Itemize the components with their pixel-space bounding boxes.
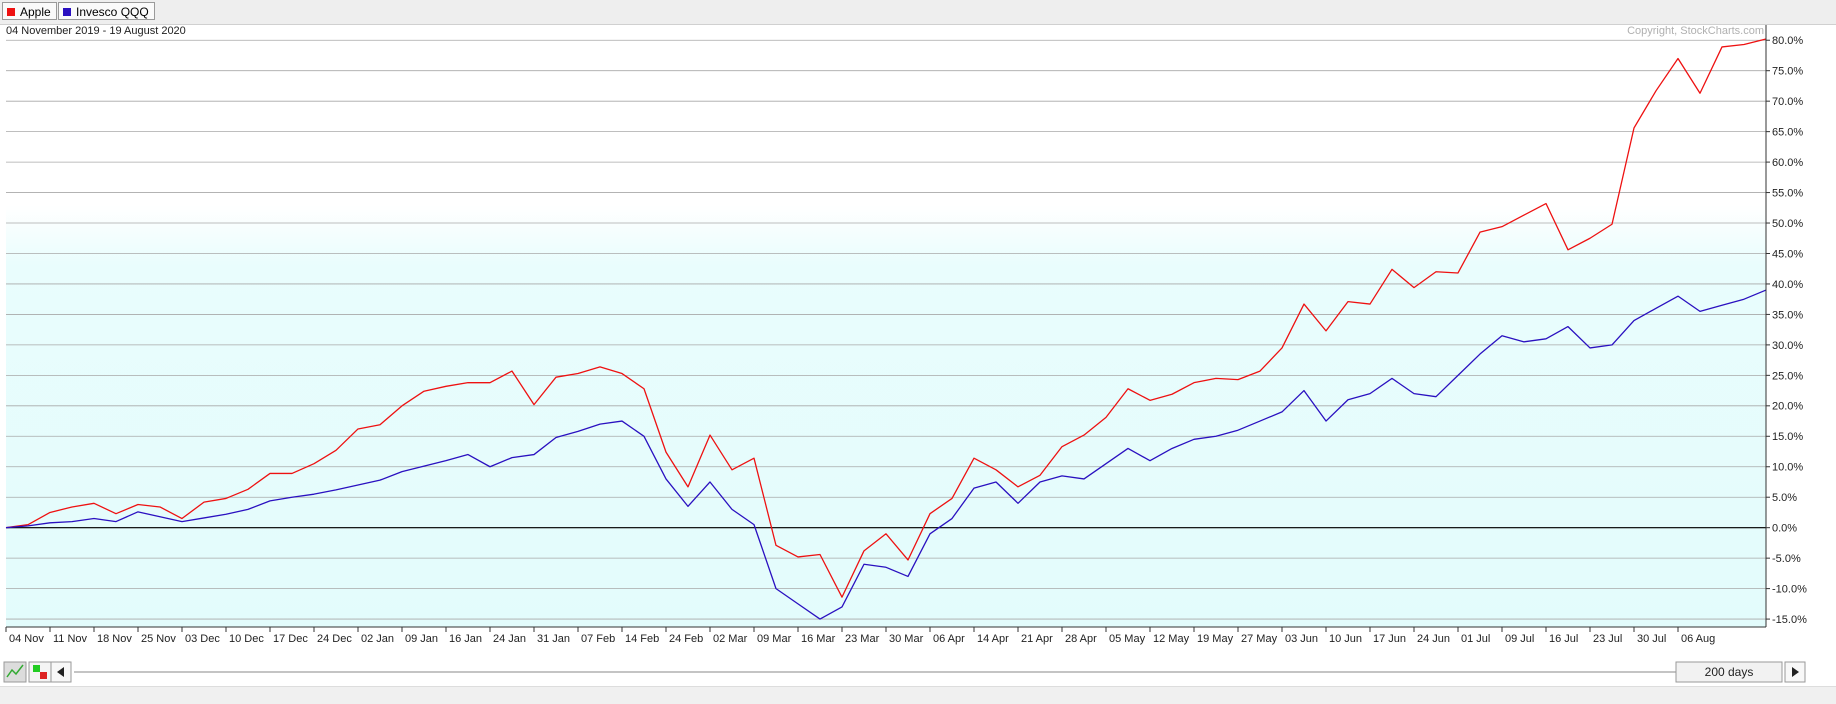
x-tick-label: 24 Dec <box>317 633 352 645</box>
legend-label: Apple <box>20 5 51 19</box>
x-tick-label: 30 Jul <box>1637 633 1666 645</box>
slider-thumb[interactable] <box>1675 661 1783 683</box>
y-tick-label: -10.0% <box>1772 584 1807 596</box>
series-line <box>5 38 1767 598</box>
x-tick-label: 31 Jan <box>537 633 570 645</box>
date-range: 04 November 2019 - 19 August 2020 <box>6 25 186 37</box>
legend-swatch <box>7 8 15 16</box>
x-tick-label: 25 Nov <box>141 633 176 645</box>
x-tick-label: 30 Mar <box>889 633 924 645</box>
y-tick-label: 80.0% <box>1772 35 1803 47</box>
y-tick-label: -5.0% <box>1772 553 1801 565</box>
x-tick-label: 28 Apr <box>1065 633 1097 645</box>
x-tick-label: 09 Jan <box>405 633 438 645</box>
x-tick-label: 06 Apr <box>933 633 965 645</box>
x-tick-label: 17 Jun <box>1373 633 1406 645</box>
x-tick-label: 16 Jan <box>449 633 482 645</box>
y-tick-label: 0.0% <box>1772 523 1797 535</box>
range-label: 200 days <box>1705 665 1754 679</box>
y-tick-label: -15.0% <box>1772 614 1807 626</box>
x-tick-label: 06 Aug <box>1681 633 1715 645</box>
x-tick-label: 07 Feb <box>581 633 615 645</box>
x-tick-label: 21 Apr <box>1021 633 1053 645</box>
x-tick-label: 05 May <box>1109 633 1146 645</box>
y-tick-label: 45.0% <box>1772 248 1803 260</box>
x-tick-label: 09 Mar <box>757 633 792 645</box>
icon-glyph <box>33 665 40 672</box>
x-tick-label: 24 Jun <box>1417 633 1450 645</box>
x-tick-label: 27 May <box>1241 633 1278 645</box>
y-tick-label: 20.0% <box>1772 401 1803 413</box>
copyright: Copyright, StockCharts.com <box>1627 25 1764 37</box>
x-tick-label: 04 Nov <box>9 633 44 645</box>
x-tick-label: 16 Jul <box>1549 633 1578 645</box>
x-tick-label: 24 Feb <box>669 633 703 645</box>
y-tick-label: 30.0% <box>1772 340 1803 352</box>
y-tick-label: 40.0% <box>1772 279 1803 291</box>
y-tick-label: 65.0% <box>1772 127 1803 139</box>
x-tick-label: 14 Feb <box>625 633 659 645</box>
plot-background <box>6 25 1766 627</box>
series-line <box>5 289 1767 620</box>
x-tick-label: 03 Jun <box>1285 633 1318 645</box>
arrow-icon <box>1792 667 1799 677</box>
y-tick-label: 25.0% <box>1772 370 1803 382</box>
x-tick-label: 01 Jul <box>1461 633 1490 645</box>
x-tick-label: 10 Jun <box>1329 633 1362 645</box>
y-tick-label: 50.0% <box>1772 218 1803 230</box>
legend-label: Invesco QQQ <box>76 5 149 19</box>
y-tick-label: 35.0% <box>1772 309 1803 321</box>
y-tick-label: 70.0% <box>1772 96 1803 108</box>
y-tick-label: 10.0% <box>1772 462 1803 474</box>
x-tick-label: 18 Nov <box>97 633 132 645</box>
x-tick-label: 09 Jul <box>1505 633 1534 645</box>
legend-swatch <box>63 8 71 16</box>
x-tick-label: 17 Dec <box>273 633 308 645</box>
x-tick-label: 23 Jul <box>1593 633 1622 645</box>
icon-glyph <box>6 664 24 678</box>
x-tick-label: 02 Jan <box>361 633 394 645</box>
x-tick-label: 03 Dec <box>185 633 220 645</box>
x-tick-label: 16 Mar <box>801 633 836 645</box>
legend-bar: Apple Invesco QQQ <box>0 0 1836 25</box>
x-tick-label: 02 Mar <box>713 633 748 645</box>
legend-button[interactable]: Apple <box>2 2 57 20</box>
icon-glyph <box>40 672 47 679</box>
legend-button[interactable]: Invesco QQQ <box>58 2 155 20</box>
y-tick-label: 5.0% <box>1772 492 1797 504</box>
x-tick-label: 11 Nov <box>53 633 88 645</box>
y-tick-label: 15.0% <box>1772 431 1803 443</box>
x-tick-label: 19 May <box>1197 633 1234 645</box>
status-bar <box>0 686 1836 704</box>
arrow-icon <box>57 667 64 677</box>
x-tick-label: 12 May <box>1153 633 1190 645</box>
x-tick-label: 14 Apr <box>977 633 1009 645</box>
chart: 04 November 2019 - 19 August 2020 Copyri… <box>3 25 1807 683</box>
x-tick-label: 10 Dec <box>229 633 264 645</box>
y-tick-label: 55.0% <box>1772 187 1803 199</box>
y-tick-label: 75.0% <box>1772 66 1803 78</box>
x-tick-label: 24 Jan <box>493 633 526 645</box>
x-tick-label: 23 Mar <box>845 633 880 645</box>
y-tick-label: 60.0% <box>1772 157 1803 169</box>
